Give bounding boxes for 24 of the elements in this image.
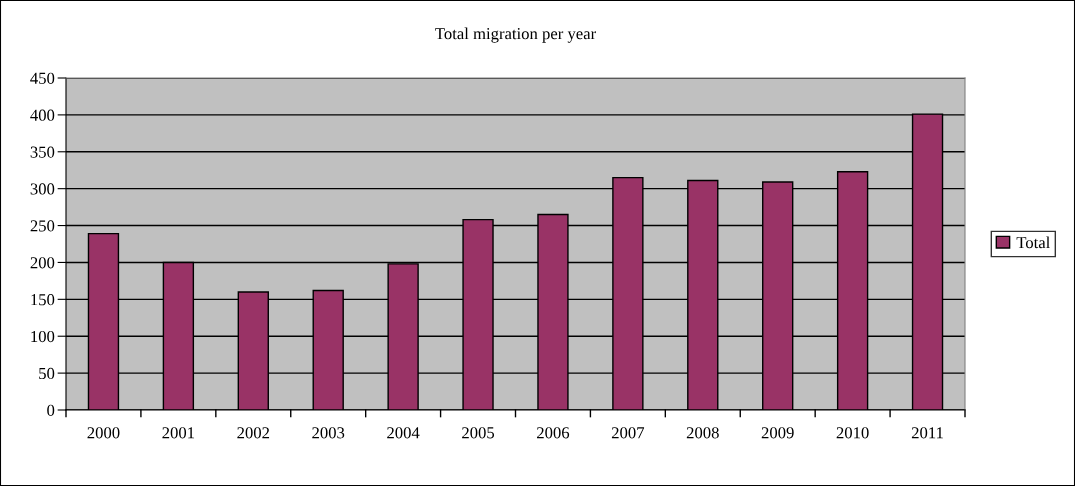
y-tick-label: 150 — [31, 294, 55, 306]
x-tick-label: 2010 — [836, 427, 869, 439]
x-tick-label: 2011 — [911, 427, 943, 439]
y-tick-label: 50 — [39, 367, 55, 380]
y-tick-label: 300 — [30, 183, 55, 195]
chart-title: Total migration per year — [435, 27, 596, 43]
x-tick-label: 2002 — [237, 427, 270, 439]
y-tick-label: 100 — [31, 330, 55, 343]
x-tick-label: 2005 — [462, 427, 495, 439]
x-tick-label: 2006 — [537, 427, 570, 439]
x-tick-label: 2001 — [162, 427, 195, 439]
y-tick-label: 0 — [47, 404, 55, 416]
x-tick-label: 2008 — [686, 427, 719, 439]
y-tick-label: 350 — [30, 146, 55, 158]
x-tick-label: 2007 — [611, 427, 645, 439]
x-tick-label: 2003 — [312, 427, 345, 439]
y-tick-label: 400 — [30, 109, 55, 121]
x-tick-label: 2000 — [87, 427, 120, 439]
y-tick-label: 450 — [30, 72, 55, 84]
x-tick-label: 2009 — [761, 427, 794, 439]
legend-label: Total — [1016, 236, 1050, 249]
y-tick-label: 250 — [30, 220, 55, 232]
x-tick-label: 2004 — [387, 427, 420, 439]
y-tick-label: 200 — [30, 257, 55, 269]
